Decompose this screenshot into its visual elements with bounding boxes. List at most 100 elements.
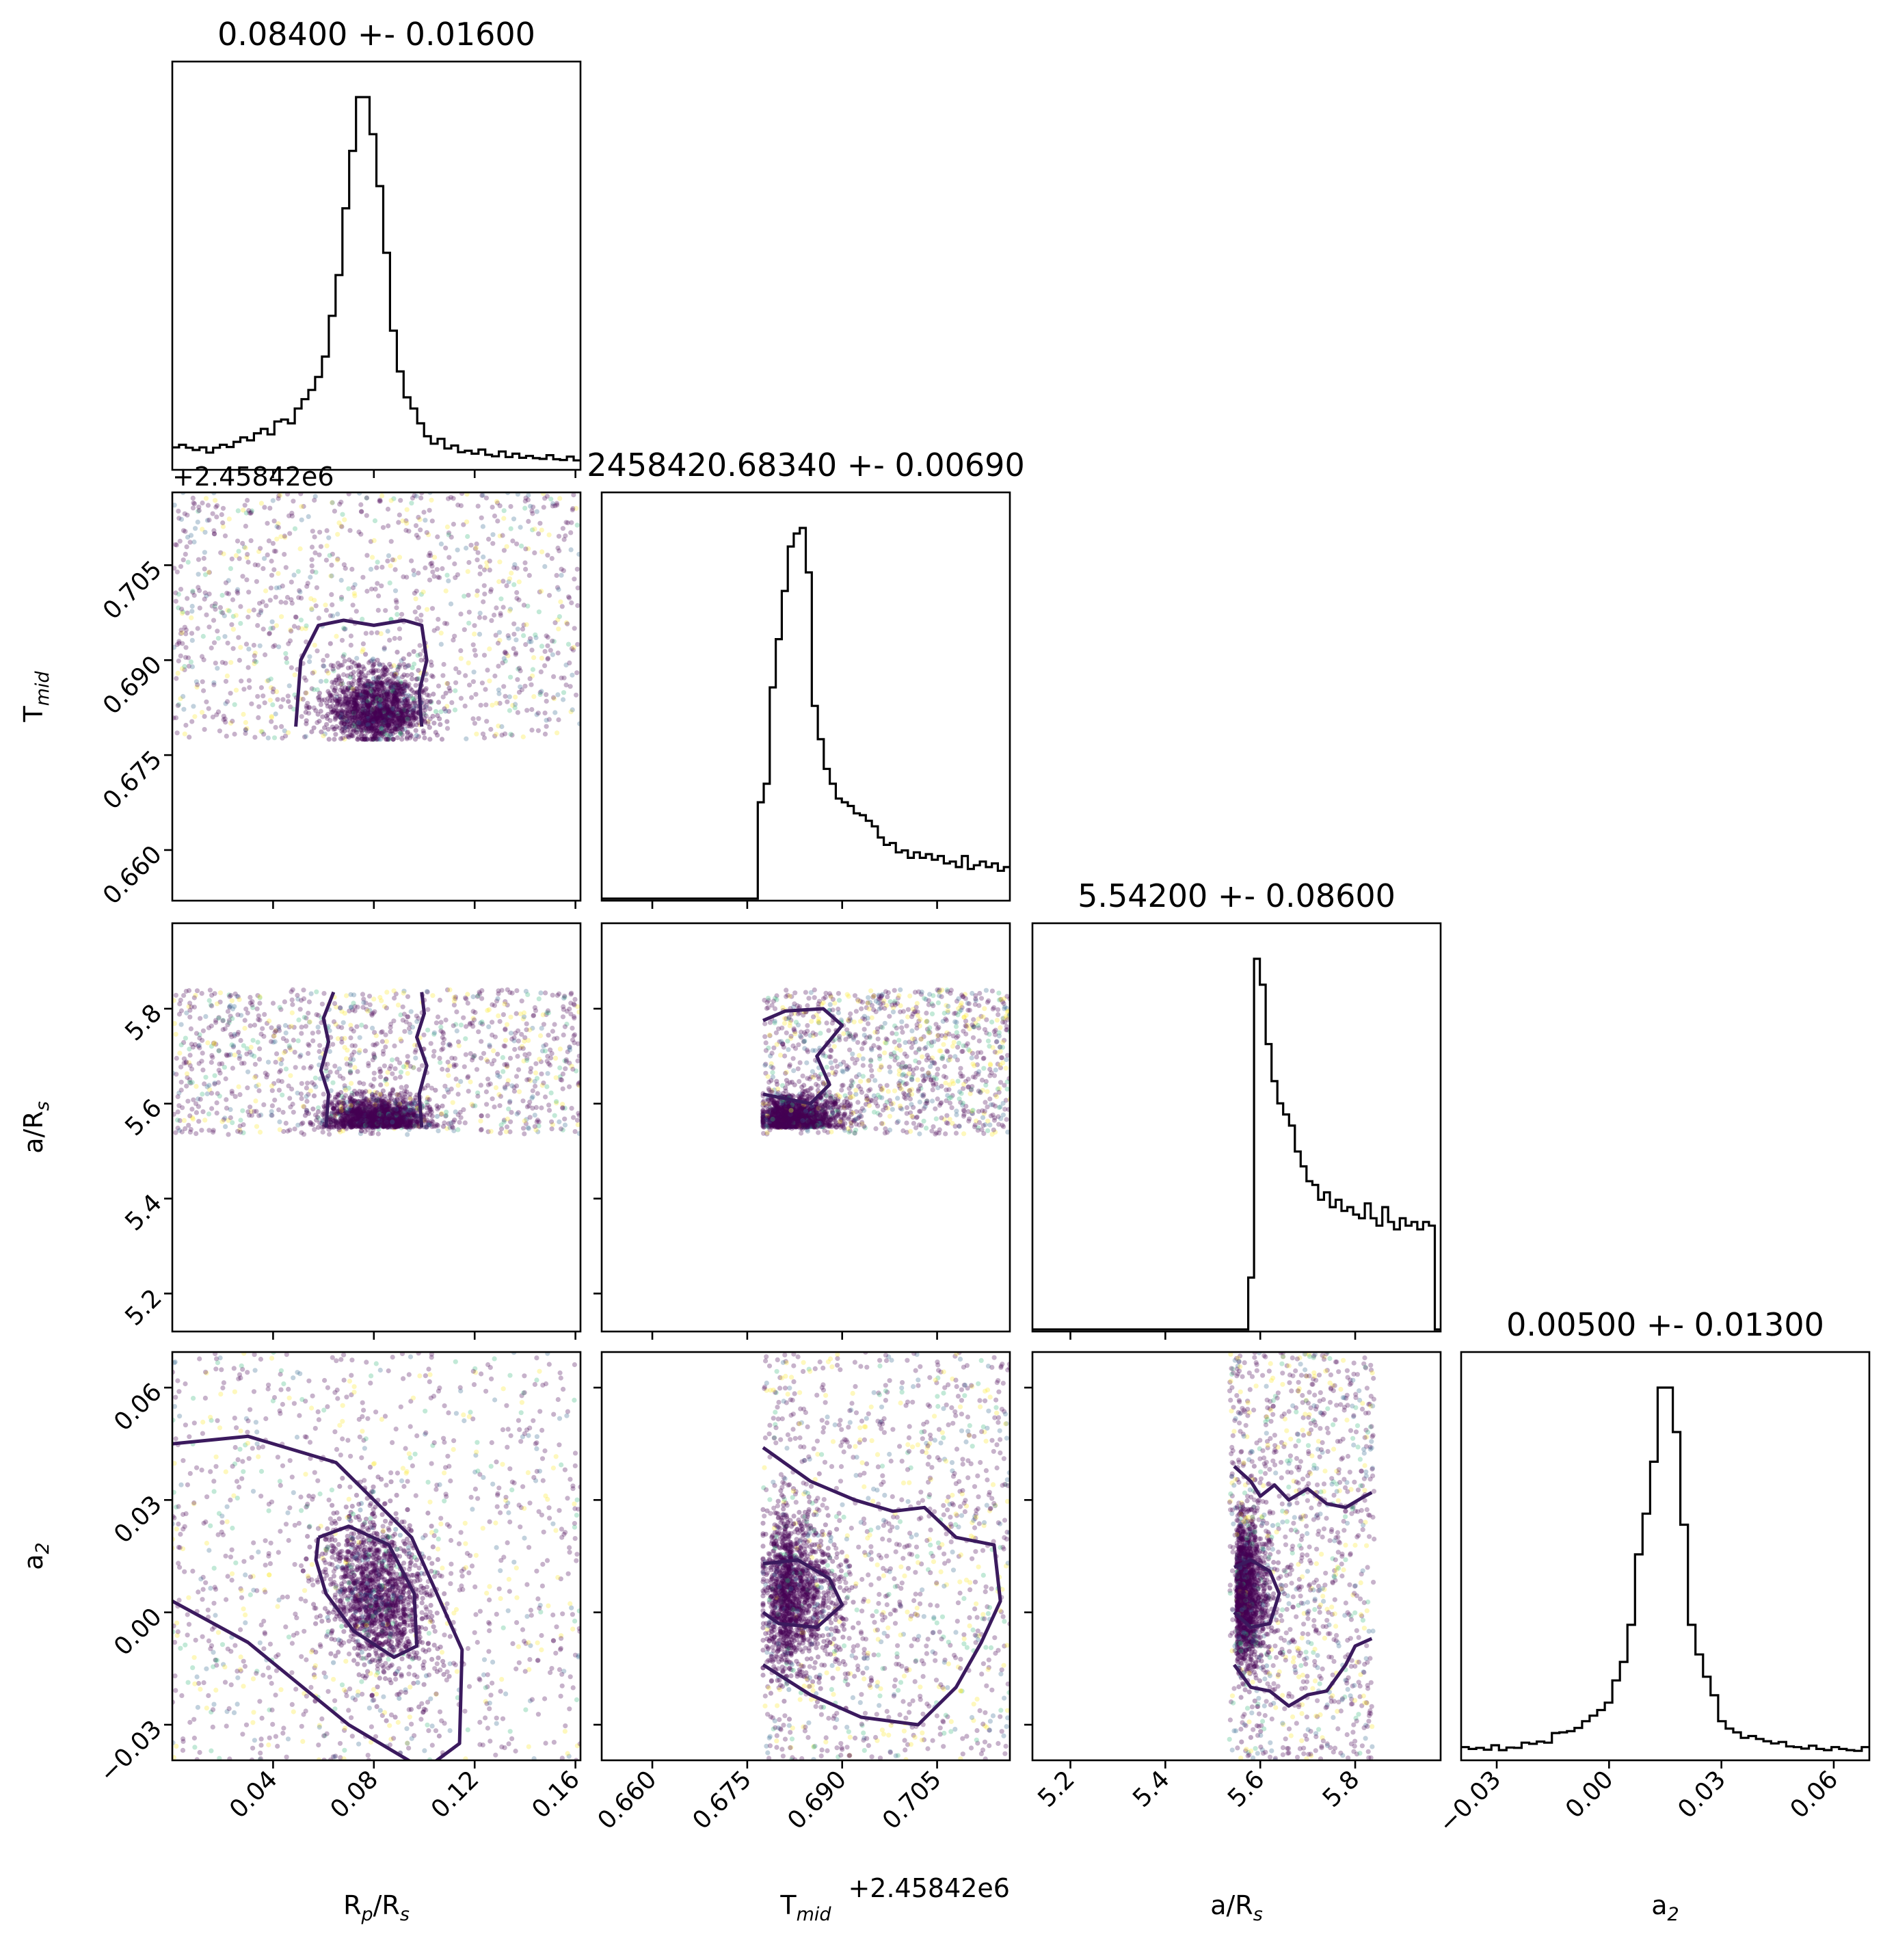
sample-point	[265, 735, 271, 741]
sample-point	[389, 685, 395, 691]
sample-point	[413, 1055, 418, 1061]
sample-point	[510, 538, 516, 544]
sample-point	[369, 711, 375, 717]
sample-point	[379, 714, 384, 719]
sample-point	[276, 1024, 282, 1029]
sample-point	[257, 1001, 263, 1006]
sample-point	[406, 721, 412, 726]
sample-point	[365, 706, 371, 712]
sample-point	[176, 702, 182, 707]
sample-point	[351, 700, 358, 706]
sample-point	[256, 1013, 261, 1018]
sample-point	[223, 1076, 228, 1082]
sample-point	[516, 579, 522, 585]
sample-point	[414, 722, 419, 728]
sample-point	[392, 567, 398, 572]
sample-point	[231, 1043, 237, 1048]
sample-point	[402, 679, 408, 685]
sample-point	[461, 1015, 466, 1020]
sample-point	[375, 709, 380, 715]
sample-point	[533, 635, 539, 641]
sample-point	[394, 703, 399, 708]
sample-point	[360, 700, 366, 706]
sample-point	[405, 702, 410, 708]
sample-point	[384, 693, 390, 698]
sample-point	[555, 545, 561, 551]
sample-point	[401, 656, 406, 661]
sample-point	[392, 720, 398, 726]
sample-point	[373, 725, 379, 730]
sample-point	[367, 706, 373, 711]
sample-point	[438, 1060, 443, 1065]
sample-point	[308, 574, 313, 580]
sample-point	[257, 600, 263, 606]
sample-point	[546, 717, 552, 722]
sample-point	[484, 564, 490, 570]
sample-point	[570, 707, 575, 713]
sample-point	[304, 1094, 309, 1099]
sample-point	[358, 721, 363, 727]
sample-point	[394, 697, 399, 702]
sample-point	[423, 707, 428, 713]
sample-point	[210, 511, 215, 516]
sample-point	[356, 693, 361, 698]
sample-point	[401, 713, 406, 719]
sample-point	[351, 697, 357, 702]
sample-point	[494, 605, 499, 611]
sample-point	[364, 702, 370, 708]
sample-point	[449, 700, 455, 705]
sample-point	[356, 714, 361, 719]
sample-point	[385, 732, 390, 738]
sample-point	[387, 713, 393, 719]
sample-point	[242, 503, 248, 508]
sample-point	[360, 708, 366, 714]
sample-point	[551, 674, 557, 680]
sample-point	[366, 1061, 371, 1066]
sample-point	[364, 702, 369, 707]
sample-point	[343, 626, 348, 632]
sample-point	[206, 706, 211, 711]
sample-point	[249, 1052, 254, 1057]
sample-point	[252, 1109, 257, 1114]
sample-point	[399, 698, 405, 703]
sample-point	[202, 566, 207, 572]
sample-point	[485, 1059, 490, 1064]
sample-point	[397, 695, 402, 700]
sample-point	[507, 608, 513, 613]
sample-point	[449, 1055, 455, 1061]
sample-point	[282, 1022, 289, 1029]
sample-point	[375, 581, 380, 586]
sample-point	[360, 688, 366, 693]
sample-point	[316, 1013, 321, 1018]
sample-point	[382, 718, 388, 724]
sample-point	[515, 1054, 520, 1059]
sample-point	[374, 708, 379, 714]
sample-point	[334, 681, 341, 687]
sample-point	[178, 1087, 184, 1093]
sample-point	[328, 573, 334, 579]
sample-point	[545, 655, 551, 661]
sample-point	[357, 681, 362, 687]
sample-point	[360, 1005, 366, 1010]
sample-point	[386, 553, 392, 559]
sample-point	[407, 1113, 412, 1120]
sample-point	[375, 682, 380, 687]
sample-point	[393, 683, 399, 688]
sample-point	[270, 541, 276, 546]
sample-point	[315, 1024, 321, 1030]
sample-point	[372, 714, 378, 719]
sample-point	[444, 524, 451, 530]
sample-point	[364, 713, 370, 718]
sample-point	[402, 715, 408, 721]
sample-point	[392, 729, 398, 735]
sample-point	[373, 696, 379, 702]
sample-point	[565, 641, 572, 647]
sample-point	[360, 694, 365, 700]
sample-point	[387, 580, 392, 586]
sample-point	[227, 1004, 232, 1009]
sample-point	[346, 734, 351, 740]
sample-point	[385, 558, 390, 564]
sample-point	[377, 702, 382, 708]
sample-point	[241, 544, 247, 550]
sample-point	[576, 551, 580, 557]
